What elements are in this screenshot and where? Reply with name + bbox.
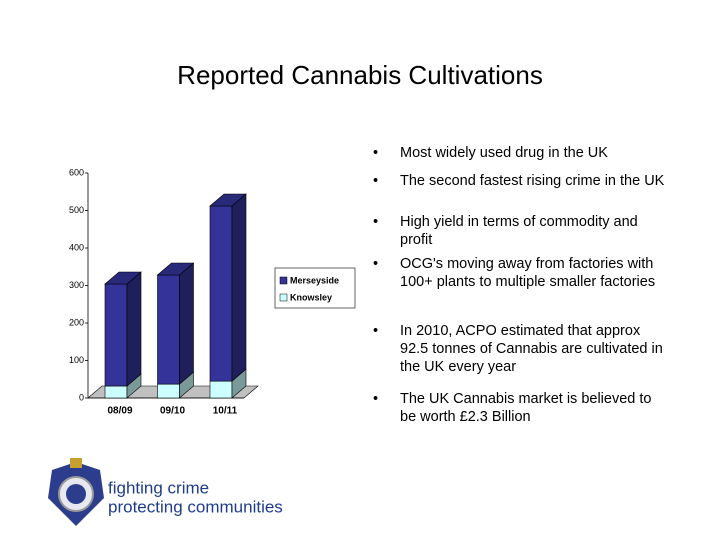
legend-swatch (279, 276, 288, 285)
bar-side (126, 271, 142, 387)
bullet-item: In 2010, ACPO estimated that approx 92.5… (373, 322, 668, 376)
bullet-item: The UK Cannabis market is believed to be… (373, 390, 668, 426)
bar-segment (209, 380, 233, 399)
y-tick-label: 200 (69, 317, 84, 327)
y-tick-label: 0 (79, 392, 84, 402)
legend-label: Knowsley (290, 292, 332, 302)
bar-top (104, 271, 142, 285)
bullet-item: The second fastest rising crime in the U… (373, 172, 668, 190)
bar-segment (157, 274, 180, 385)
bar-segment (209, 205, 233, 382)
bar-segment (104, 283, 128, 387)
bar-segment (157, 383, 180, 399)
bullet-item: OCG's moving away from factories with 10… (373, 255, 668, 291)
x-tick-label: 10/11 (213, 406, 238, 417)
bullet-item: Most widely used drug in the UK (373, 144, 668, 162)
logo-text: fighting crime (108, 478, 209, 497)
slide-title: Reported Cannabis Cultivations (177, 60, 543, 90)
y-tick-label: 600 (69, 167, 84, 177)
y-tick-label: 300 (69, 280, 84, 290)
bar-side (231, 193, 247, 382)
y-tick-label: 400 (69, 242, 84, 252)
bullet-item: High yield in terms of commodity and pro… (373, 213, 668, 249)
logo-text: protecting communities (108, 497, 283, 516)
legend-swatch (279, 293, 288, 302)
legend-box (274, 267, 356, 309)
bar-side (179, 262, 194, 385)
x-tick-label: 09/10 (160, 406, 185, 417)
legend-label: Merseyside (290, 275, 339, 285)
bar-segment (104, 385, 128, 399)
y-tick-label: 500 (69, 205, 84, 215)
bar-top (156, 262, 195, 276)
bar-top (209, 193, 247, 207)
y-tick-label: 100 (69, 355, 84, 365)
police-badge (48, 458, 104, 526)
x-tick-label: 08/09 (107, 406, 132, 417)
